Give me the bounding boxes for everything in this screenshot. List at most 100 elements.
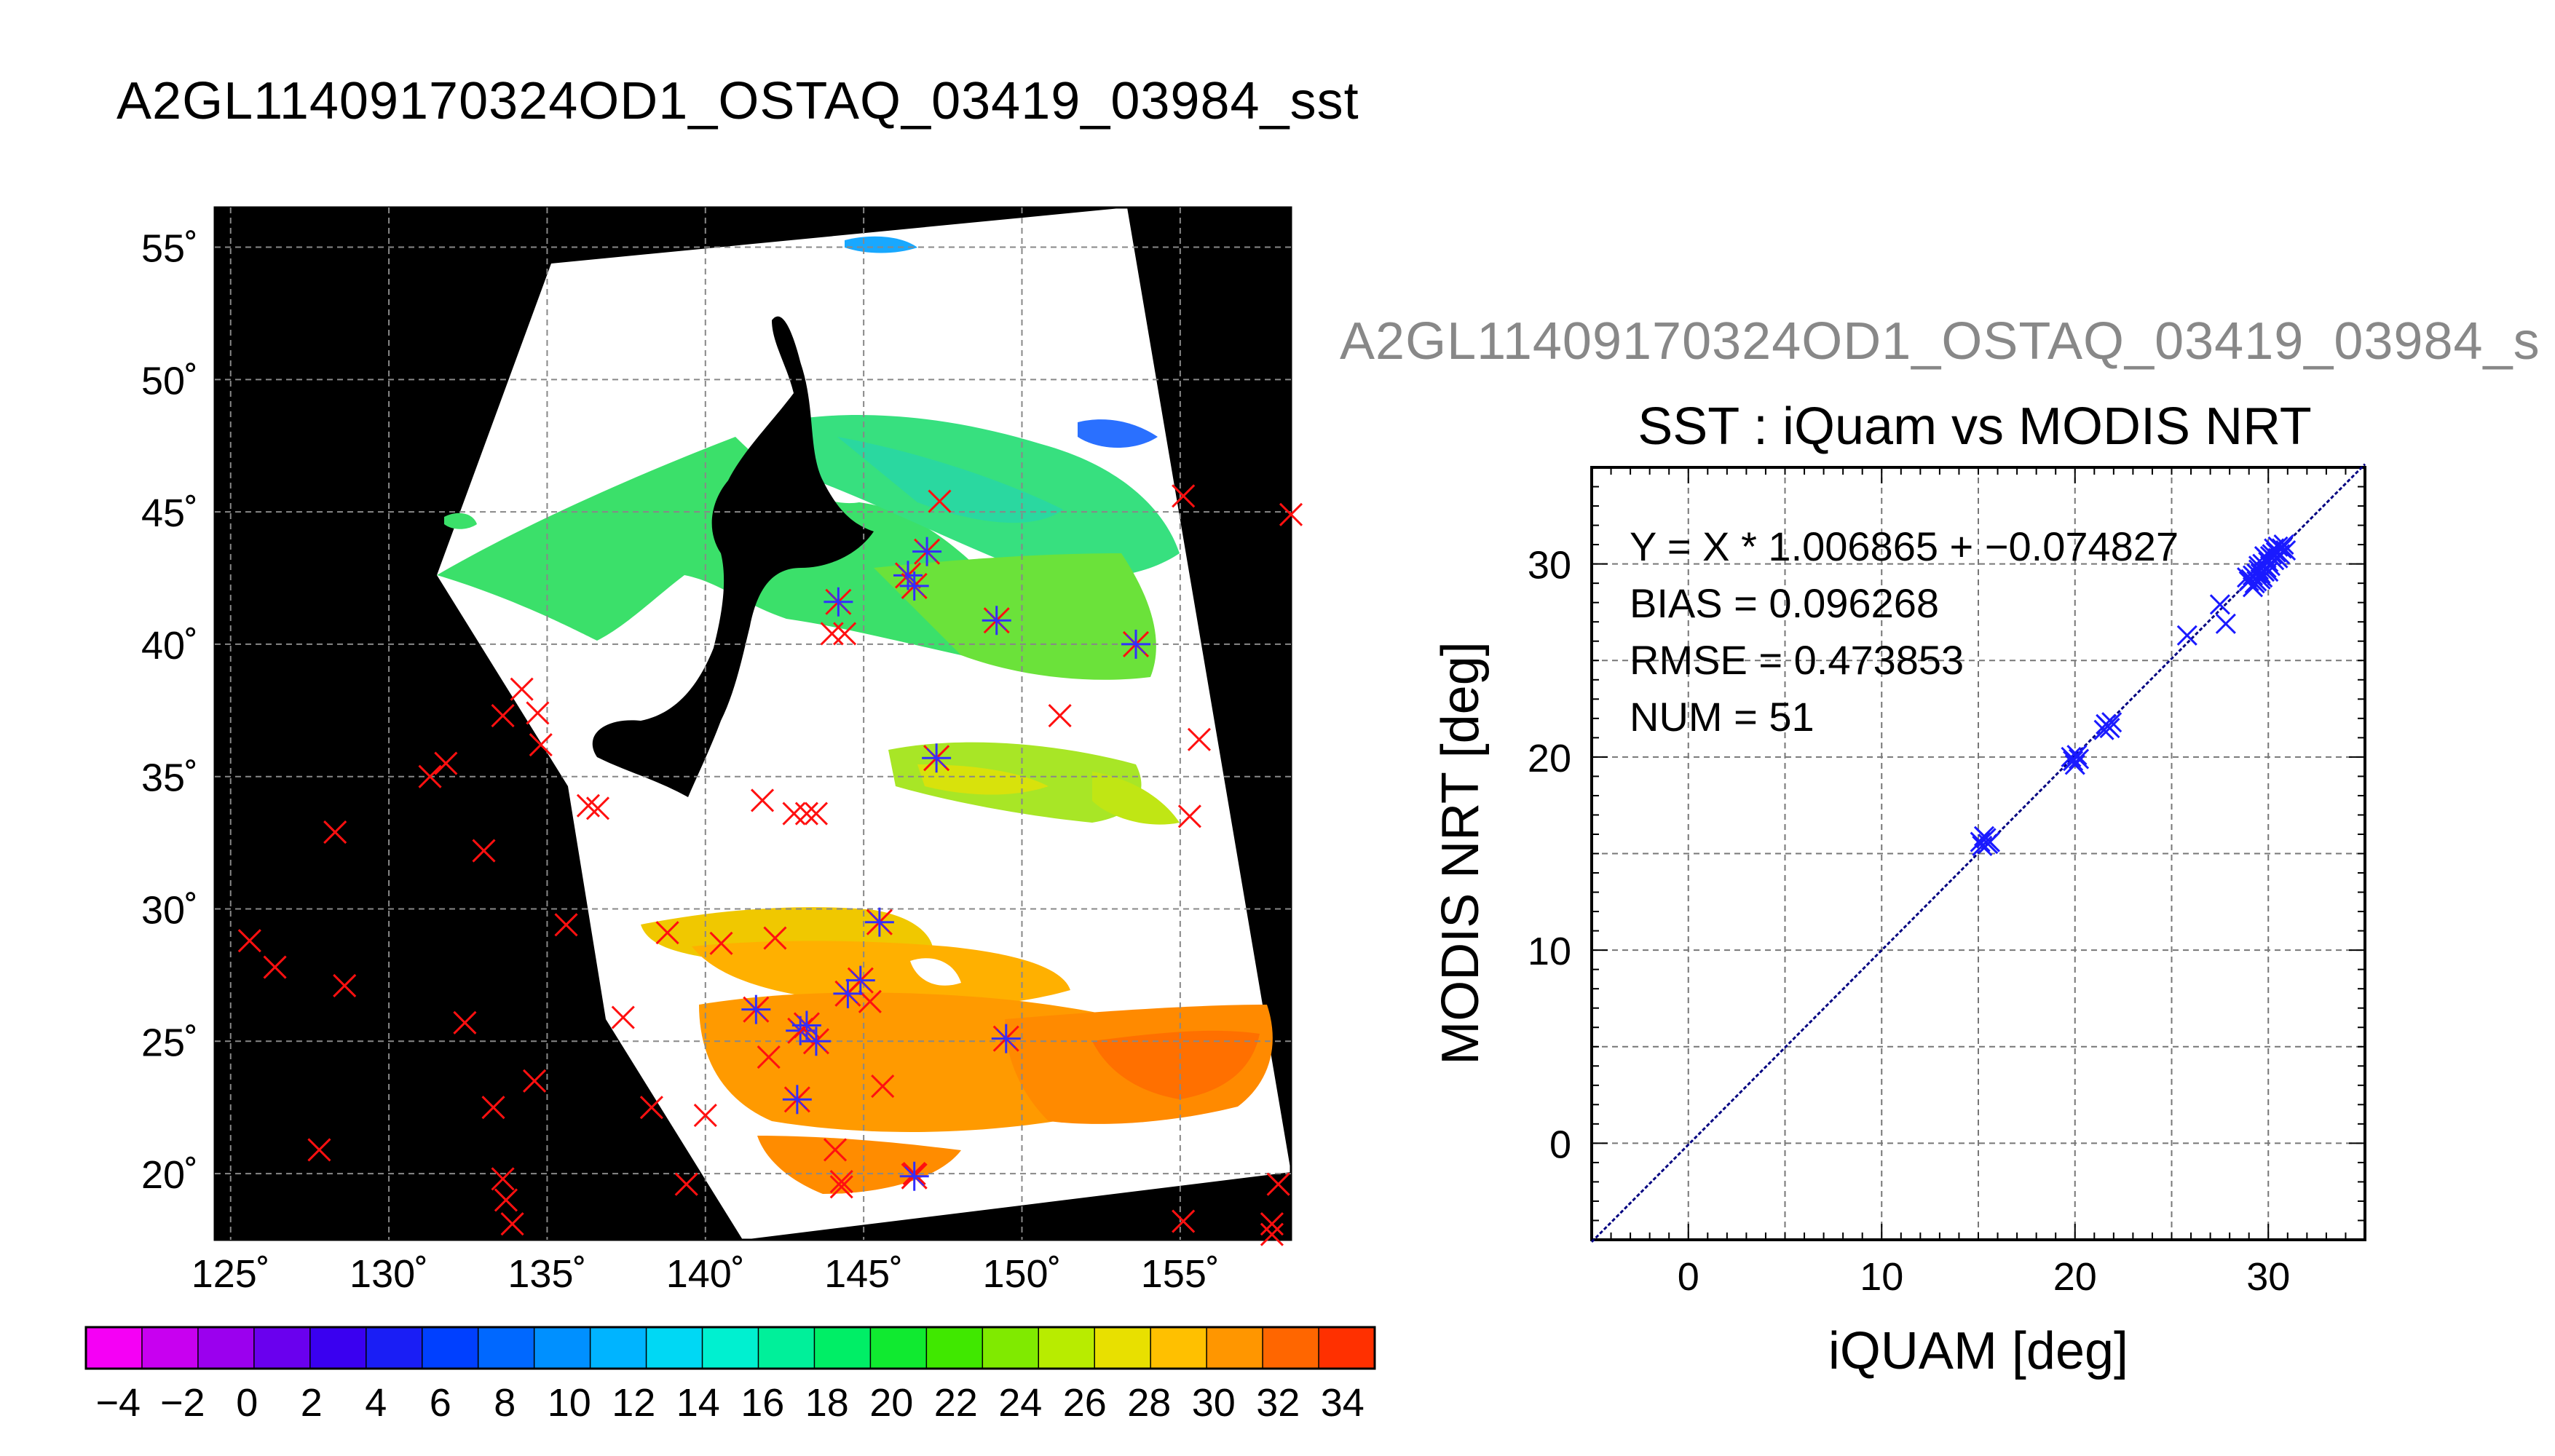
sst-colorbar: −4 −2 0 2 4 6 8 10 12 14 16 18 20 22 24 26 28 30 32 34	[84, 1326, 1376, 1425]
matchup-marker	[829, 1169, 853, 1194]
lon-tick-label: 135˚	[508, 1252, 586, 1296]
matchup-marker	[500, 1212, 524, 1236]
matchup-marker	[611, 1005, 635, 1029]
colorbar-swatch	[926, 1327, 983, 1369]
colorbar-tick-label: 18	[805, 1381, 849, 1425]
colorbar-swatch	[1207, 1327, 1263, 1369]
colorbar-swatch	[814, 1327, 871, 1369]
colorbar-swatch	[253, 1327, 311, 1369]
matchup-marker	[323, 820, 347, 844]
colorbar-tick-label: 10	[548, 1381, 591, 1425]
y-tick-label: 10	[1528, 930, 1571, 973]
scatter-point	[2209, 594, 2230, 615]
matchup-asterisk	[833, 978, 863, 1008]
matchup-marker	[418, 764, 442, 788]
matchup-marker	[1187, 727, 1211, 751]
matchup-asterisk	[741, 994, 771, 1024]
colorbar-swatch	[1319, 1327, 1375, 1369]
matchup-asterisk	[864, 907, 894, 937]
colorbar-swatch	[197, 1327, 255, 1369]
stat-line: Y = X * 1.006865 + −0.074827	[1630, 523, 2179, 569]
scatter-point	[2267, 547, 2289, 569]
matchup-marker	[823, 1138, 848, 1162]
colorbar-tick-label: −4	[95, 1381, 141, 1425]
colorbar-tick-label: 32	[1256, 1381, 1300, 1425]
lon-tick-label: 150˚	[982, 1252, 1061, 1296]
colorbar-tick-label: 8	[494, 1381, 516, 1425]
matchup-marker	[453, 1010, 477, 1034]
colorbar-swatch	[534, 1327, 591, 1369]
colorbar-swatch	[366, 1327, 423, 1369]
lat-tick-label: 45˚	[141, 491, 198, 535]
matchup-marker	[307, 1138, 331, 1162]
matchup-marker	[263, 955, 287, 979]
matchup-marker	[585, 796, 610, 820]
x-tick-label: 20	[2053, 1255, 2097, 1299]
colorbar-swatch	[309, 1327, 367, 1369]
scatter-point	[1970, 831, 1991, 852]
stat-line: BIAS = 0.096268	[1630, 580, 1939, 626]
matchup-marker	[1260, 1222, 1284, 1246]
colorbar-tick-label: 24	[998, 1381, 1042, 1425]
matchup-marker	[871, 1075, 895, 1099]
matchup-marker	[491, 704, 515, 728]
matchup-marker	[1048, 704, 1072, 728]
matchup-marker	[829, 1175, 853, 1199]
matchup-asterisk	[982, 606, 1011, 636]
matchup-marker	[494, 1188, 518, 1212]
colorbar-swatch	[86, 1327, 143, 1369]
lat-tick-label: 30˚	[141, 889, 198, 933]
lon-tick-label: 125˚	[191, 1252, 270, 1296]
colorbar-swatch	[141, 1327, 199, 1369]
matchup-marker	[526, 701, 550, 725]
colorbar-tick-label: 30	[1192, 1381, 1236, 1425]
colorbar-swatch	[422, 1327, 479, 1369]
scatter-point	[2063, 751, 2084, 772]
matchup-marker	[782, 802, 806, 826]
matchup-marker	[1279, 502, 1303, 526]
lat-tick-label: 20˚	[141, 1153, 198, 1197]
matchup-marker	[833, 622, 857, 646]
colorbar-swatch	[590, 1327, 647, 1369]
matchup-marker	[804, 802, 829, 826]
matchup-marker	[522, 1069, 547, 1093]
matchup-asterisk	[899, 1161, 929, 1191]
colorbar-tick-label: −2	[160, 1381, 205, 1425]
colorbar-swatch	[758, 1327, 815, 1369]
colorbar-tick-label: 4	[365, 1381, 387, 1425]
colorbar-tick-label: 22	[934, 1381, 978, 1425]
colorbar-tick-label: 16	[741, 1381, 784, 1425]
colorbar-tick-label: 6	[430, 1381, 451, 1425]
scatter-point	[1978, 834, 1999, 855]
scatter-point	[2096, 713, 2117, 735]
x-tick-label: 30	[2246, 1255, 2290, 1299]
matchup-marker	[639, 1096, 663, 1120]
y-tick-label: 20	[1528, 737, 1571, 780]
scatter-points	[1970, 534, 2297, 856]
sst-map: 125˚ 130˚ 135˚ 140˚ 145˚ 150˚ 155˚ 20˚ 25˚ 30˚ 35˚…	[141, 206, 1303, 1296]
matchup-marker	[1172, 484, 1196, 508]
scatter-stats: Y = X * 1.006865 + −0.074827 BIAS = 0.096…	[1630, 523, 2179, 740]
colorbar-frame	[84, 1326, 1376, 1370]
scatter-point	[2215, 613, 2236, 634]
colorbar-swatch	[478, 1327, 535, 1369]
matchup-asterisk	[912, 537, 942, 566]
matchup-asterisk	[824, 587, 853, 617]
matchup-asterisk	[782, 1085, 812, 1115]
matchup-marker	[481, 1096, 505, 1120]
stat-line: NUM = 51	[1630, 694, 1814, 740]
colorbar-swatch	[1038, 1327, 1095, 1369]
colorbar-swatch	[646, 1327, 703, 1369]
colorbar-tick-label: 34	[1321, 1381, 1365, 1425]
scatter-point	[2101, 712, 2122, 733]
matchup-marker	[928, 489, 952, 513]
matchup-marker	[333, 973, 357, 998]
lon-tick-label: 140˚	[666, 1252, 745, 1296]
matchup-asterisk	[1121, 629, 1150, 659]
map-gridlines	[215, 207, 1291, 1240]
matchup-marker	[655, 921, 679, 945]
colorbar-swatch	[1094, 1327, 1151, 1369]
matchup-marker	[510, 677, 534, 701]
matchup-marker	[794, 802, 818, 826]
colorbar-swatch	[870, 1327, 927, 1369]
